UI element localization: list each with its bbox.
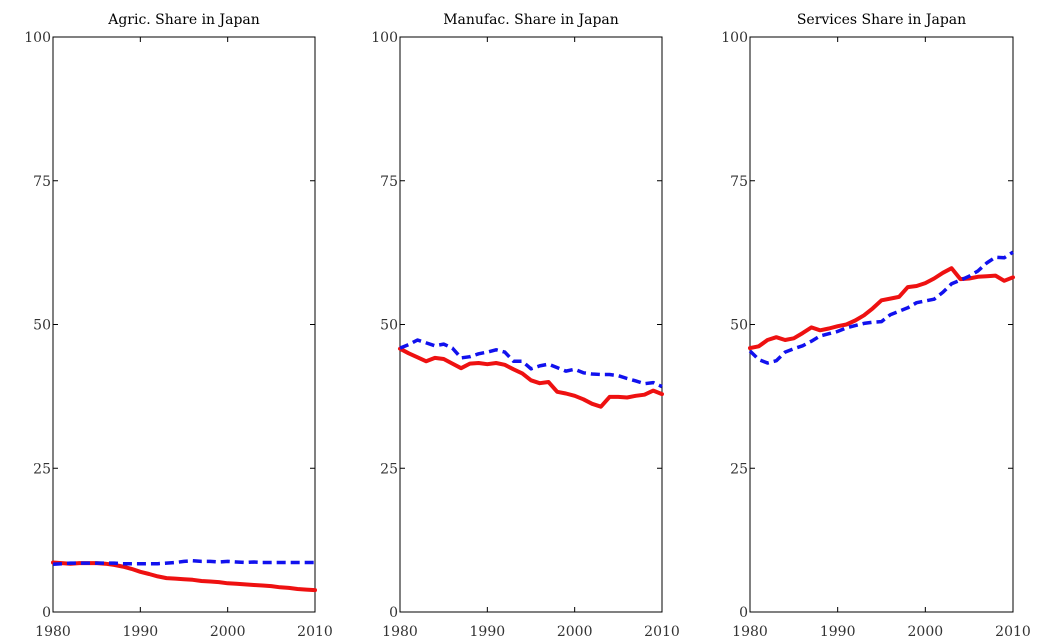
y-tick-label: 75 [33,174,51,190]
y-tick-label: 50 [730,318,748,334]
y-tick-label: 0 [389,605,398,621]
series-line-solid [51,560,317,593]
y-tick-label: 100 [371,30,398,46]
x-tick-label: 2010 [297,624,333,640]
x-tick-label: 1990 [470,624,506,640]
panel-3: Services Share in Japan 0 25 50 75 100 1980 199… [721,12,1031,640]
plot-frame [52,36,316,613]
y-tick-label: 100 [24,30,51,46]
y-tick-label: 0 [739,605,748,621]
x-tick-label: 1990 [820,624,856,640]
panel-title: Services Share in Japan [797,12,966,28]
x-tick-label: 1990 [123,624,159,640]
x-tick-label: 1980 [382,624,418,640]
x-tick-label: 1980 [732,624,768,640]
panel-title: Manufac. Share in Japan [443,12,619,28]
x-tick-label: 2000 [908,624,944,640]
series-line-solid [398,346,664,409]
plot-frame [749,36,1014,613]
plot-frame [399,36,663,613]
y-tick-label: 100 [721,30,748,46]
x-tick-label: 2000 [210,624,246,640]
y-tick-label: 25 [33,461,51,477]
y-tick-label: 0 [42,605,51,621]
y-tick-label: 75 [380,174,398,190]
panel-2: Manufac. Share in Japan 0 25 50 75 100 1980 199… [371,12,680,640]
x-tick-label: 2010 [995,624,1031,640]
y-tick-label: 25 [380,461,398,477]
x-tick-label: 2000 [557,624,593,640]
series-line-dashed [748,250,1014,365]
panel-1: Agric. Share in Japan 0 25 50 75 100 1980 1990 2… [24,12,333,640]
y-tick-label: 25 [730,461,748,477]
y-tick-label: 50 [33,318,51,334]
panel-title: Agric. Share in Japan [107,12,260,28]
series-line-dashed [399,338,663,389]
y-tick-label: 50 [380,318,398,334]
series-line-solid [748,266,1015,351]
x-tick-label: 2010 [644,624,680,640]
series-line-dashed [52,559,315,567]
y-tick-label: 75 [730,174,748,190]
x-tick-label: 1980 [35,624,71,640]
